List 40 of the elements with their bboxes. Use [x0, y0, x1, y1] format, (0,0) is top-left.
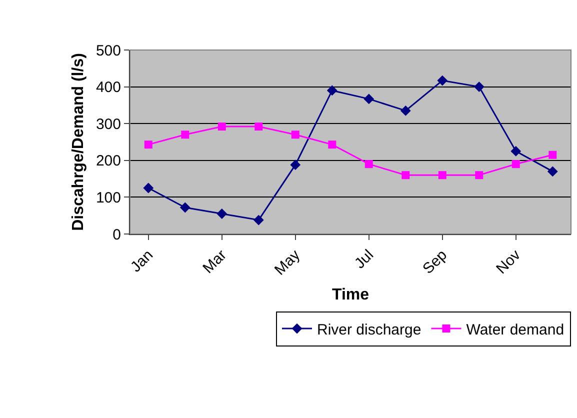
y-tick-label: 500 [96, 42, 121, 60]
x-tick-label: Nov [493, 246, 524, 278]
point [326, 85, 338, 96]
y-tick-label: 300 [96, 116, 121, 133]
point [218, 122, 226, 131]
y-tick-label: 100 [96, 189, 121, 206]
point [437, 75, 448, 86]
point [438, 171, 446, 180]
point [474, 82, 484, 92]
x-tick-label: Sep [420, 246, 451, 278]
legend-label: Water demand [466, 321, 564, 338]
point [548, 150, 557, 159]
point [254, 122, 263, 131]
point [547, 166, 558, 177]
point [510, 146, 522, 156]
y-axis-title: Discahrge/Demand (l/s) [70, 53, 87, 231]
point [402, 171, 410, 180]
y-tick-label: 400 [96, 79, 121, 96]
point [180, 202, 190, 213]
point [475, 171, 484, 180]
point [144, 140, 152, 149]
point [400, 106, 411, 116]
point [291, 130, 300, 139]
x-tick-label: Jan [127, 246, 157, 276]
x-tick-label: Jul [351, 246, 378, 272]
x-axis-title: Time [332, 286, 370, 304]
point [328, 140, 336, 149]
y-tick-label: 200 [96, 152, 121, 170]
point [290, 160, 301, 170]
point [364, 94, 374, 104]
x-tick-label: May [271, 246, 304, 279]
y-tick-label: 0 [112, 226, 121, 244]
point [253, 214, 264, 226]
legend-label: River discharge [317, 321, 422, 338]
x-tick-label: Mar [200, 246, 230, 277]
point [512, 160, 520, 168]
point [181, 130, 190, 139]
point [364, 160, 373, 168]
point [143, 182, 154, 194]
point [216, 208, 228, 219]
